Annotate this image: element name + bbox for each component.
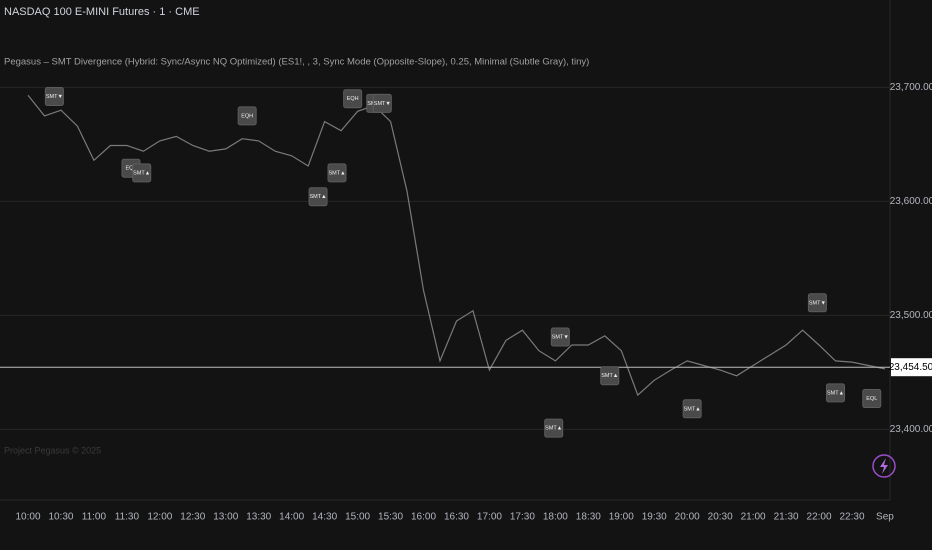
x-tick-label: 11:30 [115,512,140,523]
y-tick-label: 23,500.00 [890,310,932,321]
annotation-box [343,89,363,109]
annotation-label: SMT▲ [827,390,844,396]
x-tick-label: 21:00 [741,512,766,523]
annotation-label: SMT▼ [374,101,391,107]
x-tick-label: 22:00 [807,512,832,523]
grid [0,86,890,430]
x-tick-label: 12:30 [180,512,205,523]
x-tick-label: 10:30 [48,512,73,523]
y-tick-label: 23,600.00 [890,196,932,207]
x-tick-label: 14:00 [279,512,304,523]
annotation-label: SMT▼ [552,334,569,340]
annotation-label: SMT▲ [310,194,327,200]
last-price-box [891,358,932,377]
annotation-box [237,106,257,126]
x-tick-label: 16:30 [444,512,469,523]
annotation-box [550,327,570,347]
annotation-box [308,187,328,207]
y-tick-label: 23,400.00 [890,424,932,435]
annotation-label: SMT▲ [545,426,562,432]
x-tick-label: 14:30 [312,512,337,523]
annotation-box [544,418,564,438]
annotation-label: SMT▼ [809,300,826,306]
x-tick-label: 13:30 [246,512,271,523]
annotation-box [826,383,846,403]
x-tick-label: 20:00 [675,512,700,523]
x-tick-label: 15:00 [345,512,370,523]
annotation-box [44,86,64,106]
y-tick-label: 23,700.00 [890,82,932,93]
annotation-label: EQL [866,396,877,402]
x-tick-label: 18:30 [576,512,601,523]
annotation-box [600,366,620,386]
x-tick-label: 22:30 [839,512,864,523]
x-tick-label: 16:00 [411,512,436,523]
x-tick-label: 11:00 [82,512,107,523]
annotation-box [862,389,882,409]
annotation-label: SMT▲ [328,170,345,176]
annotation-label: SMT▲ [684,406,701,412]
x-tick-label: 10:00 [15,512,40,523]
annotation-label: EQL [125,166,136,172]
x-tick-label: 12:00 [147,512,172,523]
last-price-label: 23,454.50 [889,362,932,373]
annotation-box [682,399,702,419]
x-tick-label: 17:30 [510,512,535,523]
annotation-label: SMT▲ [601,373,618,379]
annotation-box [372,93,392,113]
x-tick-label: 20:30 [708,512,733,523]
x-tick-label: 15:30 [378,512,403,523]
x-tick-label: 17:00 [477,512,502,523]
x-tick-label: Sep [876,512,894,523]
annotation-label: SMT▼ [46,94,63,100]
annotation-label: EQH [347,96,359,102]
annotation-box [132,163,152,183]
chart-title: NASDAQ 100 E-MINI Futures · 1 · CME [4,6,200,18]
x-tick-label: 18:00 [543,512,568,523]
watermark: Project Pegasus © 2025 [4,445,101,455]
alert-icon[interactable] [872,454,896,478]
annotation-label: EQH [241,113,253,119]
annotation-label: SMT▲ [133,170,150,176]
x-tick-label: 21:30 [774,512,799,523]
x-tick-label: 19:00 [609,512,634,523]
indicator-label: Pegasus – SMT Divergence (Hybrid: Sync/A… [4,57,589,68]
annotation-box [807,293,827,313]
x-tick-label: 13:00 [213,512,238,523]
annotations: SMT▼EQLSMT▲EQHSMT▲SMT▲EQHSMT▼SMT▼SMT▼SMT… [44,86,882,438]
price-line [27,94,886,397]
plot [0,94,890,397]
annotation-box [327,163,347,183]
x-tick-label: 19:30 [642,512,667,523]
